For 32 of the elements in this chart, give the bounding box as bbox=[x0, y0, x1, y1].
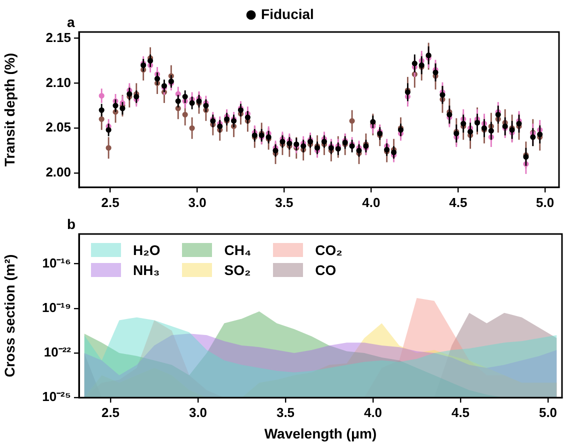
y-tick-label: 2.10 bbox=[46, 74, 71, 90]
y-tick-label: 2.00 bbox=[46, 164, 71, 180]
chart-title: b bbox=[67, 216, 76, 232]
x-tick-label: 4.0 bbox=[362, 194, 380, 210]
y-tick-label: 10⁻¹⁶ bbox=[42, 255, 72, 270]
x-tick-label: 3.5 bbox=[275, 194, 294, 210]
legend-label: SO₂ bbox=[224, 262, 251, 278]
legend-label: H₂O bbox=[133, 242, 160, 258]
y-tick-label: 10⁻¹⁹ bbox=[42, 300, 71, 315]
x-tick-label: 5.0 bbox=[536, 194, 554, 210]
x-tick-label: 4.5 bbox=[449, 194, 468, 210]
x-tick-label: 4.0 bbox=[364, 404, 382, 420]
chart-title: a bbox=[67, 14, 75, 30]
x-tick-label: 3.5 bbox=[276, 404, 295, 420]
x-tick-label: 3.0 bbox=[188, 404, 208, 420]
y-tick-label: 2.15 bbox=[46, 30, 71, 45]
x-axis-title: Wavelength (μm) bbox=[264, 425, 377, 442]
x-tick-label: 2.5 bbox=[101, 194, 120, 210]
x-tick-label: 5.0 bbox=[538, 404, 558, 420]
y-axis-title: Cross section (m²) bbox=[1, 254, 18, 378]
y-tick-label: 10⁻²⁵ bbox=[42, 389, 71, 404]
legend-label: CH₄ bbox=[224, 242, 252, 258]
x-tick-label: 3.0 bbox=[188, 194, 206, 210]
y-tick-label: 10⁻²² bbox=[44, 344, 72, 360]
x-tick-label: 4.5 bbox=[451, 404, 470, 420]
y-axis-title: Transit depth (%) bbox=[1, 52, 18, 166]
legend-label: CO₂ bbox=[315, 242, 342, 258]
legend-label: Fiducial bbox=[261, 6, 314, 22]
legend-label: CO bbox=[315, 262, 336, 278]
y-tick-label: 2.05 bbox=[46, 120, 71, 135]
legend-label: NH₃ bbox=[133, 262, 160, 278]
x-tick-label: 2.5 bbox=[101, 404, 120, 420]
